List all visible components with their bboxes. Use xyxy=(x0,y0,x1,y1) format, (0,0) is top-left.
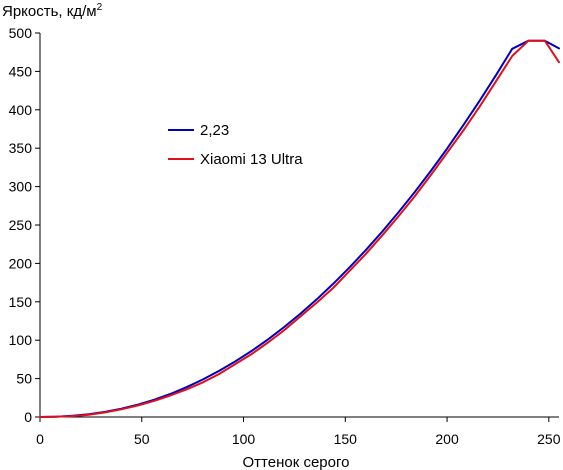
y-tick-label: 300 xyxy=(9,179,33,195)
legend: 2,23 Xiaomi 13 Ultra xyxy=(168,122,303,168)
y-tick-label: 500 xyxy=(9,25,33,41)
plot-area: 0 50 100 150 200 250 300 350 400 450 500 0 50 100 150… xyxy=(9,25,561,447)
series-line-1 xyxy=(39,39,560,418)
x-tick-label: 50 xyxy=(134,431,150,447)
y-tick-label: 250 xyxy=(9,217,33,233)
y-tick-label: 100 xyxy=(9,332,33,348)
legend-label-series-2: Xiaomi 13 Ultra xyxy=(200,151,303,168)
series-line-2 xyxy=(39,39,560,418)
x-tick-label: 250 xyxy=(537,431,561,447)
y-tick-label: 450 xyxy=(9,63,33,79)
series-layer xyxy=(39,39,560,418)
x-tick-label: 100 xyxy=(232,431,256,447)
y-axis-title-superscript: 2 xyxy=(97,2,103,13)
y-axis-title: Яркость, кд/м2 xyxy=(2,2,103,20)
x-tick-label: 150 xyxy=(334,431,358,447)
y-tick-label: 50 xyxy=(16,371,32,387)
y-tick-label: 350 xyxy=(9,140,33,156)
legend-label-series-1: 2,23 xyxy=(200,122,229,139)
x-tick-label: 0 xyxy=(36,431,44,447)
x-axis-title: Оттенок серого xyxy=(243,454,350,470)
y-tick-label: 150 xyxy=(9,294,33,310)
x-axis-ticks: 0 50 100 150 200 250 xyxy=(36,417,561,447)
y-tick-label: 400 xyxy=(9,102,33,118)
y-axis-ticks: 0 50 100 150 200 250 300 350 400 450 500 xyxy=(9,25,40,425)
y-tick-label: 0 xyxy=(24,409,32,425)
y-axis-title-text: Яркость, кд/м xyxy=(2,3,97,20)
y-tick-label: 200 xyxy=(9,255,33,271)
x-tick-label: 200 xyxy=(435,431,459,447)
